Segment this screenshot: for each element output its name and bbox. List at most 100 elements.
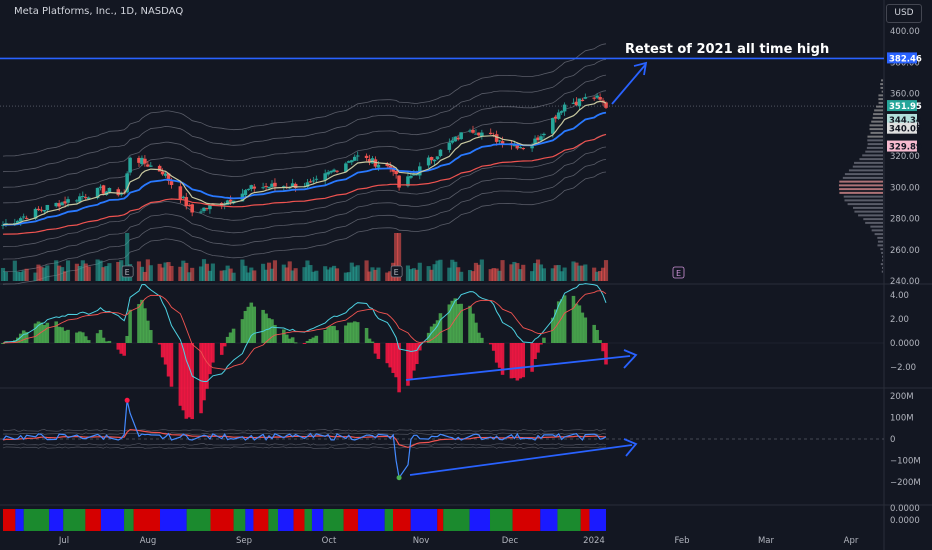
macd-histogram-bar: [367, 338, 372, 343]
volume-profile-bar: [869, 128, 883, 131]
candle: [604, 102, 608, 108]
volume-bar: [116, 261, 121, 281]
candle: [101, 185, 106, 194]
volume-bar: [541, 268, 546, 281]
macd-histogram-bar: [426, 332, 431, 343]
candle: [305, 182, 310, 187]
volume-profile-bar: [873, 113, 883, 116]
macd-histogram-bar: [252, 306, 257, 343]
candle: [415, 174, 419, 176]
macd-histogram-bar: [323, 329, 327, 343]
volume-profile-bar: [877, 236, 883, 239]
macd-histogram-bar: [542, 337, 546, 343]
volume-bar: [512, 261, 517, 281]
macd-histogram-bar: [491, 343, 496, 351]
macd-histogram-bar: [21, 330, 26, 343]
macd-histogram-bar: [429, 326, 434, 343]
volume-bar: [95, 259, 100, 281]
candle: [95, 187, 100, 199]
macd-histogram-bar: [264, 313, 268, 343]
macd-histogram-bar: [459, 303, 463, 343]
volume-profile-bar: [862, 154, 883, 157]
time-axis-label: Jul: [58, 536, 69, 546]
candle: [562, 104, 567, 112]
macd-divergence-arrow-head: [623, 349, 638, 369]
volume-bar: [60, 267, 65, 281]
macd-histogram-bar: [494, 343, 499, 363]
candle: [57, 203, 61, 207]
regime-band-segment: [124, 509, 134, 531]
volume-profile-bar: [871, 120, 883, 123]
volume-profile-bar: [859, 158, 883, 161]
vosc-band: [2, 443, 607, 446]
macd-histogram-bar: [477, 332, 481, 343]
volume-bar: [57, 265, 62, 281]
volume-bar: [494, 268, 499, 281]
candle: [228, 199, 233, 202]
macd-histogram-bar: [329, 325, 333, 343]
macd-histogram-bar: [122, 343, 126, 356]
candle: [592, 97, 596, 99]
macd-histogram-bar: [163, 343, 168, 365]
candle: [128, 157, 132, 173]
candle: [60, 202, 64, 206]
volume-profile-bar: [848, 169, 883, 172]
volume-bar: [3, 271, 9, 281]
volume-profile-bar: [880, 86, 883, 89]
candle: [211, 204, 215, 206]
volume-bar: [269, 268, 275, 281]
macd-histogram-bar: [81, 332, 85, 343]
volume-bar: [181, 260, 186, 281]
earnings-marker-future-label: E: [676, 269, 681, 278]
macd-histogram-bar: [211, 343, 215, 363]
candle: [432, 159, 437, 162]
macd-histogram-bar: [57, 326, 61, 343]
macd-histogram-bar: [595, 329, 599, 343]
macd-histogram-bar: [497, 343, 502, 368]
macd-histogram-bar: [33, 323, 38, 343]
volume-profile-bar: [880, 83, 883, 86]
volume-bar: [530, 271, 535, 281]
volume-bar: [314, 270, 319, 281]
ma-mid-line: [2, 111, 607, 226]
macd-histogram-bar: [468, 305, 472, 343]
candle: [456, 137, 460, 140]
macd-histogram-bar: [536, 343, 540, 353]
regime-band-segment: [278, 509, 294, 531]
volume-bar: [246, 272, 251, 281]
volume-bar: [355, 265, 360, 281]
time-axis-label: Dec: [502, 536, 519, 546]
price-tick-label: 360.00: [890, 90, 920, 100]
volume-bar: [331, 265, 337, 281]
volume-profile-bar: [882, 259, 883, 262]
volume-bar: [287, 261, 292, 281]
macd-histogram-bar: [453, 298, 458, 343]
candle: [184, 197, 189, 207]
candle: [471, 129, 475, 133]
candle: [497, 140, 502, 142]
regime-band-segment: [268, 509, 279, 531]
candle: [406, 176, 410, 187]
candle: [166, 173, 171, 181]
macd-histogram-bar: [391, 343, 395, 373]
vosc-tick-label: −100M: [890, 457, 921, 467]
candle: [270, 183, 274, 187]
time-axis-label: Apr: [844, 536, 859, 546]
macd-histogram-bar: [42, 324, 47, 343]
volume-bar: [201, 259, 207, 281]
volume-bar: [559, 271, 564, 281]
currency-button[interactable]: USD: [886, 4, 922, 23]
candle: [577, 98, 582, 107]
time-axis-label: Sep: [236, 536, 252, 546]
macd-histogram-bar: [521, 343, 526, 378]
vosc-divergence-arrow-head: [623, 438, 638, 457]
candle: [335, 170, 339, 172]
candle: [116, 189, 121, 196]
volume-profile-bar: [865, 221, 883, 224]
candle: [169, 181, 174, 185]
symbol-title: Meta Platforms, Inc., 1D, NASDAQ: [14, 6, 184, 17]
macd-histogram-bar: [598, 340, 602, 343]
regime-band-segment: [323, 509, 344, 531]
macd-histogram-bar: [75, 332, 79, 343]
